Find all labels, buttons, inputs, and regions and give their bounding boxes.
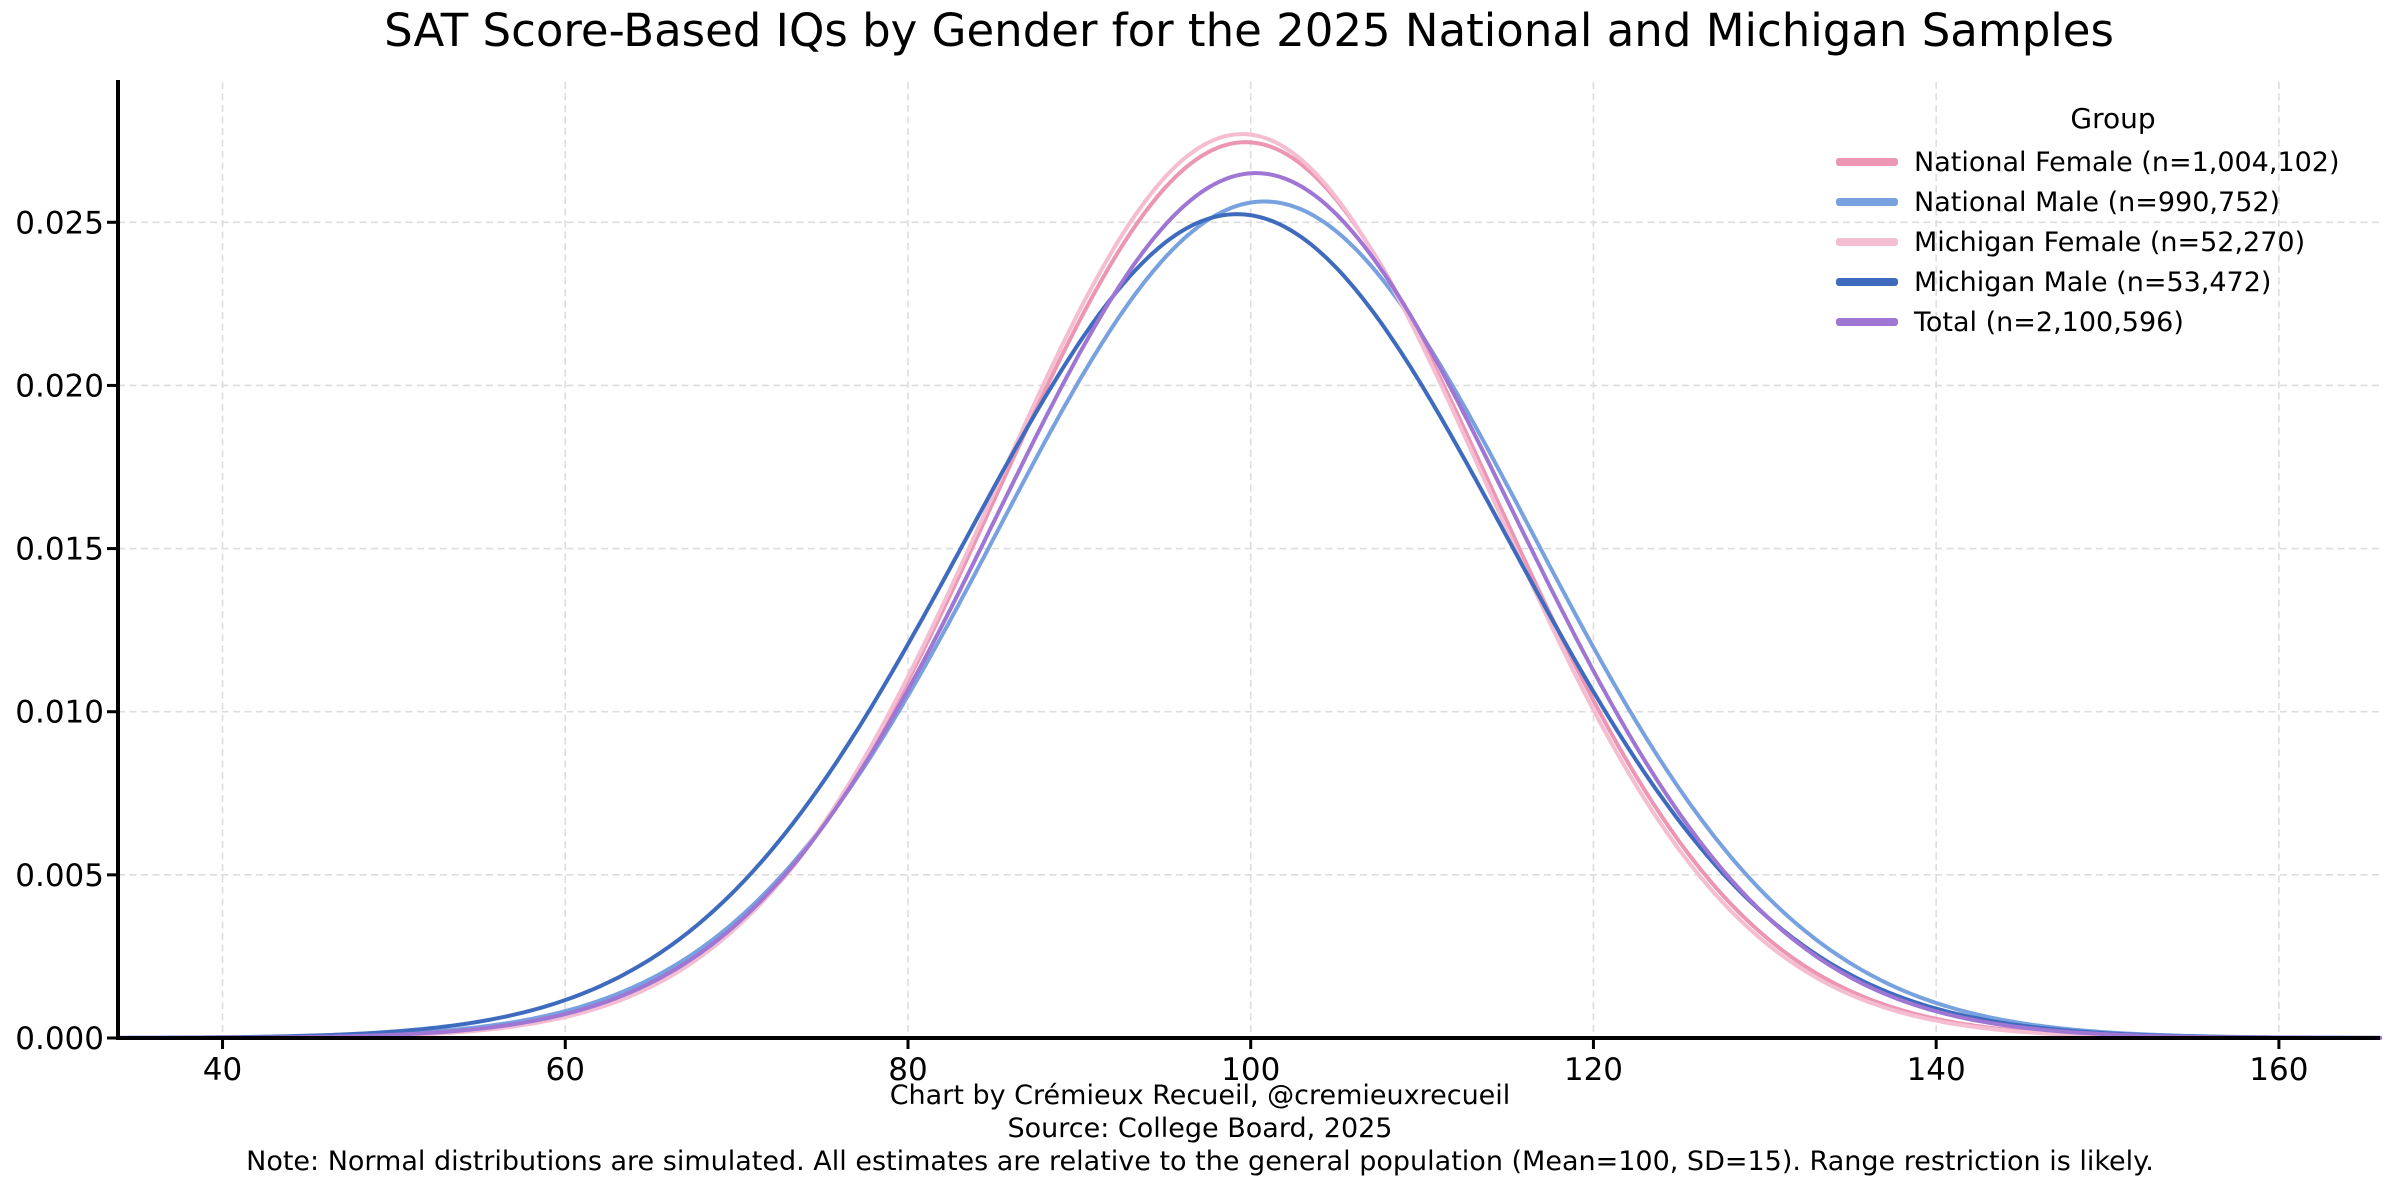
x-tick-label: 120 <box>1564 1052 1623 1088</box>
legend-title: Group <box>2070 102 2156 135</box>
legend: Group National Female (n=1,004,102) Nati… <box>1828 96 2398 342</box>
legend-swatch-michigan-female <box>1836 238 1898 246</box>
legend-swatch-national-female <box>1836 158 1898 166</box>
legend-row-michigan-male: Michigan Male (n=53,472) <box>1828 262 2398 302</box>
x-tick-label: 80 <box>888 1052 927 1088</box>
y-tick-label: 0.015 <box>15 532 104 568</box>
legend-label: National Female (n=1,004,102) <box>1914 146 2340 178</box>
chart-title: SAT Score-Based IQs by Gender for the 20… <box>384 4 2114 57</box>
y-tick-label: 0.000 <box>15 1021 104 1057</box>
legend-row-national-female: National Female (n=1,004,102) <box>1828 142 2398 182</box>
y-tick-label: 0.025 <box>15 205 104 241</box>
legend-label: Michigan Male (n=53,472) <box>1914 266 2272 298</box>
y-tick-label: 0.005 <box>15 858 104 894</box>
x-tick-label: 100 <box>1221 1052 1280 1088</box>
x-tick-label: 60 <box>546 1052 585 1088</box>
legend-row-michigan-female: Michigan Female (n=52,270) <box>1828 222 2398 262</box>
y-tick-label: 0.020 <box>15 368 104 404</box>
footer: Chart by Crémieux Recueil, @cremieuxrecu… <box>0 1079 2400 1178</box>
footer-credit: Chart by Crémieux Recueil, @cremieuxrecu… <box>889 1080 1511 1111</box>
y-tick-label: 0.010 <box>15 695 104 731</box>
footer-source: Source: College Board, 2025 <box>1007 1113 1393 1144</box>
legend-label: Total (n=2,100,596) <box>1914 306 2184 338</box>
legend-row-total: Total (n=2,100,596) <box>1828 302 2398 342</box>
density-curve-4 <box>116 212 2382 1040</box>
x-tick-label: 140 <box>1907 1052 1966 1088</box>
legend-swatch-michigan-male <box>1836 278 1898 286</box>
legend-label: National Male (n=990,752) <box>1914 186 2281 218</box>
legend-swatch-total <box>1836 318 1898 326</box>
legend-row-national-male: National Male (n=990,752) <box>1828 182 2398 222</box>
legend-label: Michigan Female (n=52,270) <box>1914 226 2306 258</box>
x-tick-label: 160 <box>2249 1052 2308 1088</box>
density-curve-5 <box>116 171 2382 1040</box>
x-tick-label: 40 <box>203 1052 242 1088</box>
footer-note: Note: Normal distributions are simulated… <box>246 1146 2154 1177</box>
legend-swatch-national-male <box>1836 198 1898 206</box>
